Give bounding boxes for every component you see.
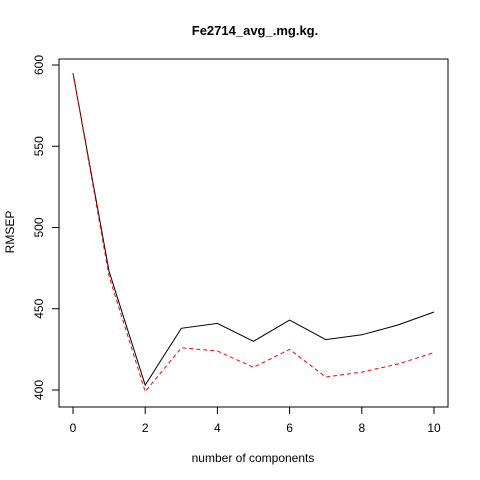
y-tick-label: 450 [32, 298, 46, 318]
y-tick-label: 550 [32, 136, 46, 156]
x-tick-label: 2 [142, 421, 149, 435]
y-tick-label: 600 [32, 55, 46, 75]
x-tick-label: 4 [214, 421, 221, 435]
x-tick-label: 6 [286, 421, 293, 435]
series-line-solid [72, 73, 435, 387]
chart-title: Fe2714_avg_.mg.kg. [192, 23, 318, 38]
y-axis-label: RMSEP [3, 211, 17, 254]
x-axis: 0 2 4 6 8 10 [70, 406, 441, 435]
x-tick-label: 0 [70, 421, 77, 435]
series-layer [72, 73, 435, 393]
y-tick-label: 400 [32, 380, 46, 400]
y-axis: 400 450 500 550 600 [32, 55, 60, 400]
x-tick-label: 10 [427, 421, 441, 435]
x-tick-label: 8 [358, 421, 365, 435]
x-axis-label: number of components [192, 451, 315, 465]
y-tick-label: 500 [32, 217, 46, 237]
